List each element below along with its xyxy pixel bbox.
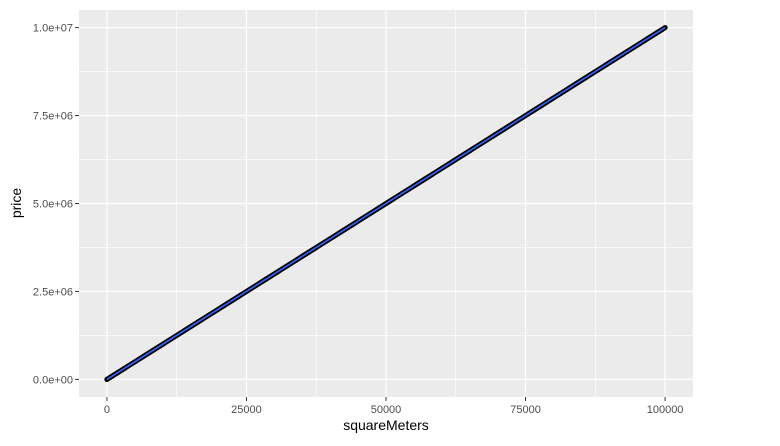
- x-tick-label: 75000: [510, 404, 541, 416]
- y-axis-title: price: [8, 188, 24, 219]
- x-tick-label: 0: [104, 404, 110, 416]
- y-tick-label: 1.0e+07: [33, 23, 73, 35]
- x-axis-title: squareMeters: [343, 417, 429, 433]
- y-tick-label: 2.5e+06: [33, 286, 73, 298]
- x-tick-label: 100000: [647, 404, 684, 416]
- x-tick-label: 50000: [371, 404, 402, 416]
- fit-line: [106, 26, 666, 381]
- y-axis-ticks: 0.0e+00 2.5e+06 5.0e+06 7.5e+06 1.0e+07: [33, 23, 79, 386]
- y-tick-label: 7.5e+06: [33, 111, 73, 123]
- y-tick-label: 5.0e+06: [33, 199, 73, 211]
- x-tick-label: 25000: [231, 404, 262, 416]
- x-axis-ticks: 0 25000 50000 75000 100000: [104, 397, 684, 416]
- y-tick-label: 0.0e+00: [33, 374, 73, 386]
